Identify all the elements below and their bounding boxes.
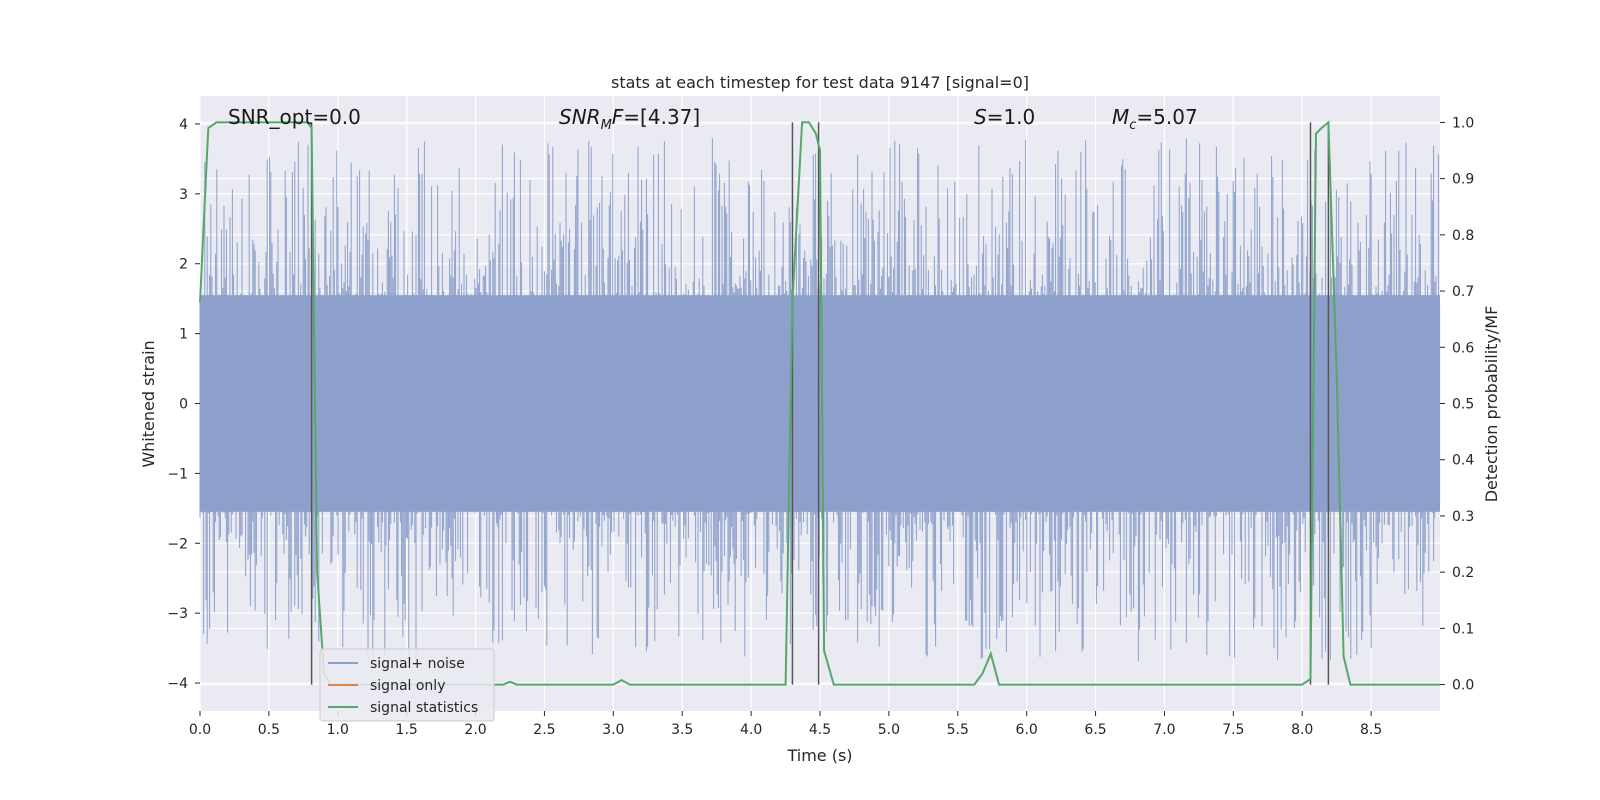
- x-tick-label: 0.5: [258, 722, 280, 738]
- x-tick-label: 3.5: [671, 722, 693, 738]
- x-tick-label: 8.5: [1360, 722, 1382, 738]
- y-tick-label: −3: [167, 606, 188, 622]
- y-tick-label: −1: [167, 466, 188, 482]
- x-tick-label: 5.0: [878, 722, 900, 738]
- y2-tick-label: 0.1: [1452, 621, 1474, 637]
- y2-tick-label: 0.2: [1452, 565, 1474, 581]
- y-tick-label: −2: [167, 536, 188, 552]
- annotation-s: S=1.0: [974, 105, 1035, 129]
- annotations: SNR_opt=0.0 SNRMF=[4.37] S=1.0 Mc=5.07: [228, 105, 1198, 133]
- x-tick-label: 7.5: [1222, 722, 1244, 738]
- y2-tick-label: 1.0: [1452, 115, 1474, 131]
- y2-axis-label: Detection probability/MF: [1482, 306, 1501, 503]
- y-tick-label: 4: [179, 117, 188, 133]
- legend: signal+ noise signal only signal statist…: [319, 648, 495, 722]
- x-tick-label: 2.0: [464, 722, 486, 738]
- y2-tick-label: 0.0: [1452, 678, 1474, 694]
- vlines: [310, 122, 1330, 685]
- x-tick-label: 4.0: [740, 722, 762, 738]
- chart-title: stats at each timestep for test data 914…: [611, 73, 1029, 92]
- annotation-snr-opt: SNR_opt=0.0: [228, 105, 361, 129]
- signal-statistics-line: [199, 120, 1440, 686]
- y2-tick-label: 0.6: [1452, 340, 1474, 356]
- x-tick-label: 8.0: [1291, 722, 1313, 738]
- x-tick-label: 6.5: [1084, 722, 1106, 738]
- x-tick-label: 5.5: [947, 722, 969, 738]
- ticks: 0.0 0.5 1.0 1.5 2.0 2.5 3.0 3.5 4.0 4.5 5.0 5.5 6.0 6…: [167, 115, 1474, 738]
- y2-tick-label: 0.7: [1452, 284, 1474, 300]
- x-tick-label: 1.5: [396, 722, 418, 738]
- y-axis-label: Whitened strain: [139, 340, 158, 467]
- y-tick-label: 1: [179, 327, 188, 343]
- y2-tick-label: 0.4: [1452, 453, 1474, 469]
- x-tick-label: 2.5: [533, 722, 555, 738]
- x-axis-label: Time (s): [786, 746, 852, 765]
- legend-label-signal: signal only: [370, 678, 445, 694]
- y-tick-label: 0: [179, 397, 188, 413]
- y2-tick-label: 0.5: [1452, 397, 1474, 413]
- noise-trace: [199, 138, 1441, 661]
- y-tick-label: 2: [179, 257, 188, 273]
- x-tick-label: 6.0: [1016, 722, 1038, 738]
- y-tick-label: −4: [167, 676, 188, 692]
- y2-tick-label: 0.3: [1452, 509, 1474, 525]
- x-tick-label: 4.5: [809, 722, 831, 738]
- x-tick-label: 7.0: [1153, 722, 1175, 738]
- y2-tick-label: 0.8: [1452, 228, 1474, 244]
- x-tick-label: 3.0: [602, 722, 624, 738]
- legend-label-noise: signal+ noise: [370, 656, 465, 672]
- x-tick-label: 1.0: [327, 722, 349, 738]
- y2-tick-label: 0.9: [1452, 172, 1474, 188]
- legend-box: [319, 648, 495, 722]
- y-tick-label: 3: [179, 187, 188, 203]
- annotation-snr-mf: SNRMF=[4.37]: [559, 105, 700, 133]
- noise-series: [199, 138, 1441, 661]
- legend-label-stats: signal statistics: [370, 700, 478, 716]
- annotation-mc: Mc=5.07: [1112, 105, 1198, 133]
- x-tick-label: 0.0: [189, 722, 211, 738]
